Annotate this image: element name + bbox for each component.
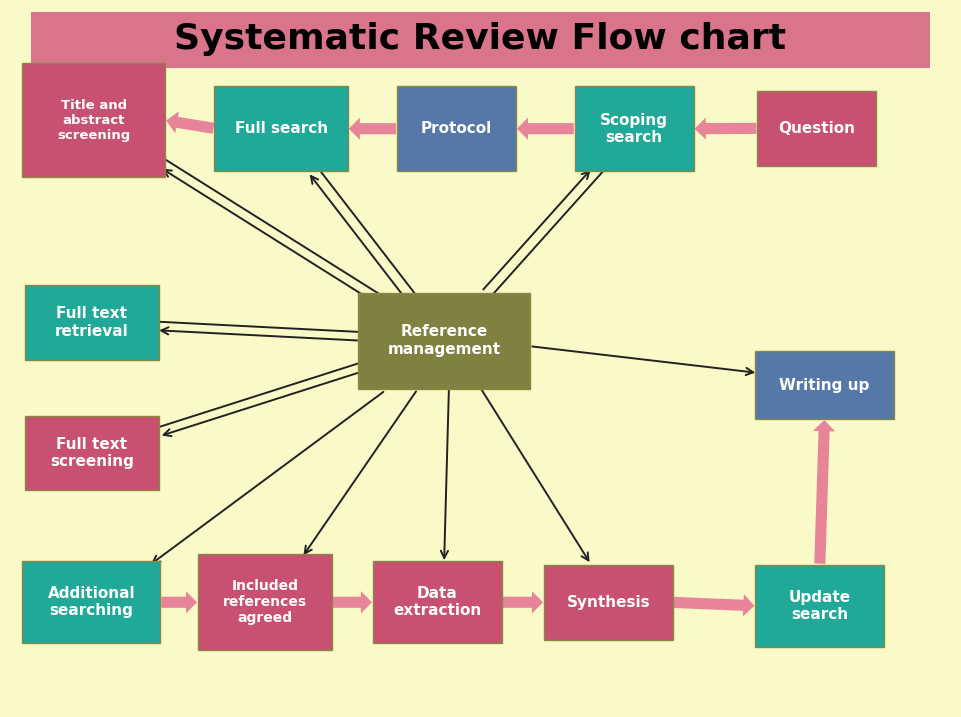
- FancyBboxPatch shape: [397, 86, 516, 171]
- FancyBboxPatch shape: [22, 561, 160, 643]
- FancyBboxPatch shape: [214, 86, 348, 171]
- Text: Full text
retrieval: Full text retrieval: [55, 306, 129, 339]
- FancyBboxPatch shape: [22, 63, 165, 177]
- Text: Additional
searching: Additional searching: [47, 586, 136, 619]
- FancyBboxPatch shape: [755, 351, 894, 419]
- Text: Data
extraction: Data extraction: [393, 586, 481, 619]
- FancyBboxPatch shape: [757, 91, 876, 166]
- Text: Title and
abstract
screening: Title and abstract screening: [57, 99, 131, 141]
- Text: Reference
management: Reference management: [388, 324, 501, 357]
- Text: Question: Question: [778, 121, 855, 136]
- FancyBboxPatch shape: [544, 565, 673, 640]
- Text: Update
search: Update search: [789, 589, 850, 622]
- Text: Full text
screening: Full text screening: [50, 437, 134, 470]
- FancyBboxPatch shape: [358, 293, 530, 389]
- Text: Writing up: Writing up: [779, 378, 870, 392]
- FancyBboxPatch shape: [755, 565, 884, 647]
- Text: Full search: Full search: [234, 121, 328, 136]
- Text: Synthesis: Synthesis: [566, 595, 651, 609]
- Text: Scoping
search: Scoping search: [601, 113, 668, 145]
- FancyBboxPatch shape: [575, 86, 694, 171]
- FancyBboxPatch shape: [31, 12, 930, 68]
- Text: Included
references
agreed: Included references agreed: [223, 579, 307, 625]
- FancyBboxPatch shape: [25, 416, 159, 490]
- Text: Systematic Review Flow chart: Systematic Review Flow chart: [175, 22, 786, 57]
- FancyBboxPatch shape: [373, 561, 502, 643]
- FancyBboxPatch shape: [25, 285, 159, 360]
- Text: Protocol: Protocol: [421, 121, 492, 136]
- FancyBboxPatch shape: [198, 554, 332, 650]
